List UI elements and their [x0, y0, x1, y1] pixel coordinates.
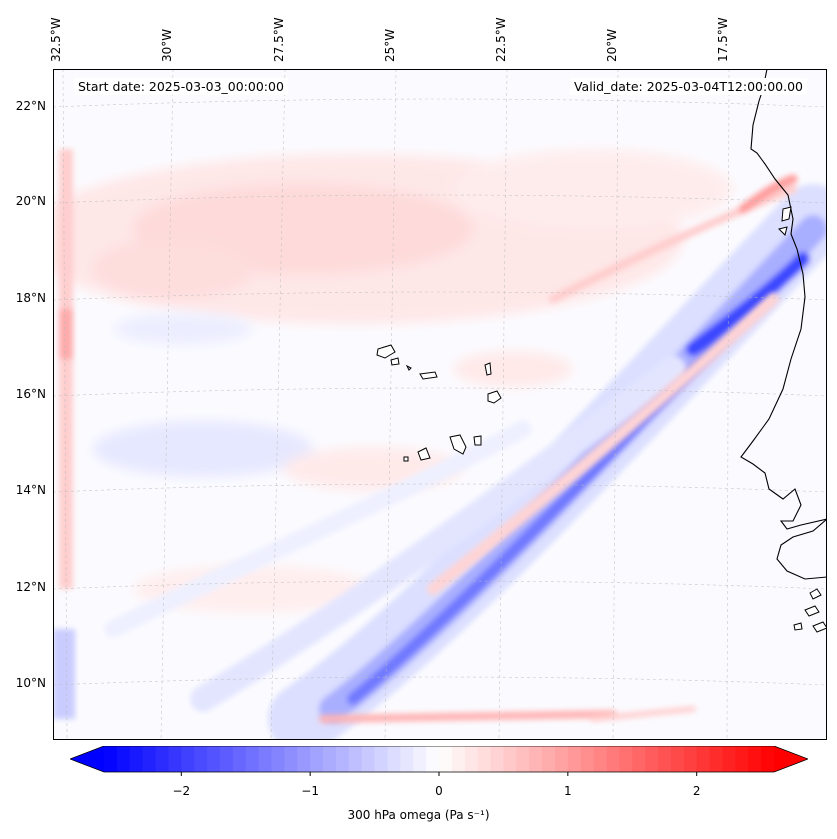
colorbar-step: [439, 746, 453, 772]
valid-date-box: Valid_date: 2025-03-04T12:00:00.00: [569, 78, 807, 95]
coast-southern-segment: [776, 518, 827, 580]
colorbar-step: [232, 746, 247, 772]
colorbar-svg: [70, 746, 808, 776]
colorbar-step: [722, 746, 736, 772]
colorbar-step: [670, 746, 685, 772]
colorbar-tick-neg1: −1: [301, 784, 319, 798]
lon-label-30w: 30°W: [160, 28, 174, 62]
mid-field-patches: [93, 313, 573, 613]
colorbar-step: [426, 746, 440, 772]
colorbar-step: [400, 746, 414, 772]
colorbar-step: [632, 746, 646, 772]
banc-d-arguin-islets: [778, 206, 792, 236]
colorbar-step: [709, 746, 724, 772]
start-date-box: Start date: 2025-03-03_00:00:00: [74, 78, 288, 95]
colorbar-step: [142, 746, 157, 772]
colorbar-step: [413, 746, 427, 772]
colorbar-step: [683, 746, 698, 772]
colorbar-step: [207, 746, 221, 772]
colorbar-step: [696, 746, 711, 772]
lon-label-17.5w: 17.5°W: [716, 17, 730, 62]
colorbar-step: [104, 746, 118, 772]
colorbar-step: [645, 746, 659, 772]
lat-label-16n: 16°N: [15, 387, 46, 401]
colorbar-step: [310, 746, 324, 772]
lon-label-22.5w: 22.5°W: [494, 17, 508, 62]
colorbar-step: [129, 746, 144, 772]
left-edge-strip: [53, 149, 75, 719]
colorbar-step: [619, 746, 633, 772]
colorbar-step: [735, 746, 749, 772]
lon-label-20w: 20°W: [605, 28, 619, 62]
lon-label-32.5w: 32.5°W: [49, 17, 63, 62]
colorbar-step: [155, 746, 170, 772]
colorbar-step: [323, 746, 337, 772]
lat-label-22n: 22°N: [15, 99, 46, 113]
colorbar-step: [542, 746, 556, 772]
colorbar-tick-1: 1: [564, 784, 572, 798]
colorbar-label: 300 hPa omega (Pa s⁻¹): [347, 808, 490, 822]
colorbar-tick-neg2: −2: [172, 784, 191, 798]
lat-label-14n: 14°N: [15, 483, 46, 497]
colorbar-step: [284, 746, 298, 772]
colorbar-step: [348, 746, 363, 772]
colorbar-step: [464, 746, 479, 772]
lon-label-25w: 25°W: [383, 28, 397, 62]
colorbar-step: [387, 746, 401, 772]
positive-north-region: [53, 149, 733, 324]
colorbar-tick-0: 0: [435, 784, 443, 798]
colorbar-step: [567, 746, 582, 772]
colorbar-step: [761, 746, 775, 772]
positive-streaks: [319, 174, 798, 723]
colorbar-tick-2: 2: [692, 784, 701, 798]
cape-verde-islands: [376, 344, 502, 462]
colorbar-step: [181, 746, 195, 772]
colorbar-step: [516, 746, 530, 772]
colorbar-step: [503, 746, 517, 772]
lat-label-18n: 18°N: [15, 291, 46, 305]
lat-label-20n: 20°N: [15, 194, 46, 208]
lon-label-27.5w: 27.5°W: [272, 17, 286, 62]
colorbar: [70, 746, 808, 776]
colorbar-step: [335, 746, 350, 772]
graticule: [53, 69, 827, 740]
colorbar-step: [271, 746, 285, 772]
colorbar-step: [490, 746, 505, 772]
colorbar-step: [374, 746, 389, 772]
lat-label-10n: 10°N: [15, 676, 46, 690]
african-coastline: [740, 69, 827, 530]
map-panel: [53, 69, 827, 740]
bissagos-islands: [793, 588, 827, 633]
colorbar-extend-max: [774, 746, 808, 772]
colorbar-extend-min: [70, 746, 104, 772]
colorbar-step: [116, 746, 131, 772]
colorbar-step: [580, 746, 595, 772]
colorbar-step: [168, 746, 182, 772]
lat-label-12n: 12°N: [15, 580, 46, 594]
colorbar-outline: [70, 746, 808, 773]
omega-field-map: [53, 69, 827, 740]
colorbar-step: [451, 746, 466, 772]
colorbar-step: [658, 746, 672, 772]
colorbar-step: [219, 746, 234, 772]
colorbar-step: [245, 746, 260, 772]
colorbar-step: [361, 746, 376, 772]
colorbar-step: [529, 746, 543, 772]
colorbar-step: [748, 746, 762, 772]
colorbar-step: [258, 746, 273, 772]
colorbar-step: [477, 746, 492, 772]
colorbar-step: [554, 746, 569, 772]
colorbar-step: [606, 746, 620, 772]
map-frame: [53, 69, 827, 740]
colorbar-step: [593, 746, 608, 772]
colorbar-step: [297, 746, 311, 772]
colorbar-step: [194, 746, 208, 772]
